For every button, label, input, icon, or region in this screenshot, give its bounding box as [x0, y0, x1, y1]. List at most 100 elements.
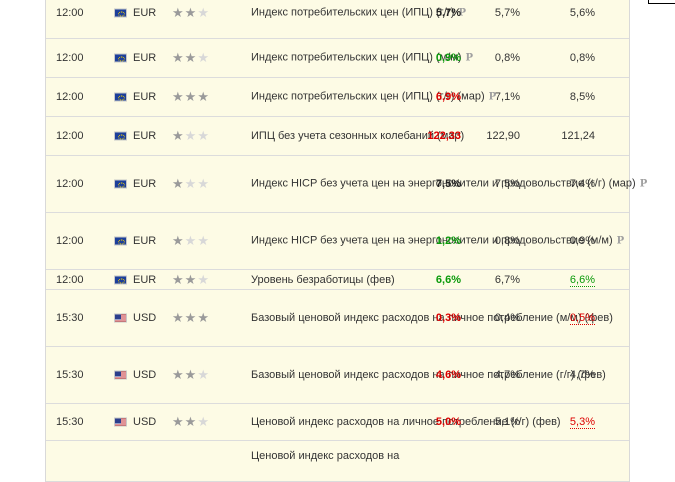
table-row[interactable]: 15:30 USD ★★★ Ценовой индекс расходов на ли…	[46, 404, 629, 441]
star-icon: ★	[184, 50, 198, 65]
event-name[interactable]: Индекс потребительских цен (ИПЦ) (м/м) P	[251, 49, 473, 68]
star-icon: ★	[197, 89, 210, 104]
star-icon: ★	[184, 128, 198, 143]
previous-value-text[interactable]: 5,3%	[569, 416, 595, 429]
table-row[interactable]: 12:00 EUR ★★★ Индекс потребительских цен (И…	[46, 0, 629, 39]
star-icon: ★	[197, 310, 210, 325]
preliminary-icon[interactable]: P	[639, 178, 648, 190]
actual-value: 6,6%	[435, 273, 461, 286]
event-time: 12:00	[56, 7, 84, 19]
event-name-text[interactable]: Базовый ценовой индекс расходов на лично…	[251, 369, 606, 381]
star-icon: ★	[197, 176, 210, 191]
importance-stars: ★★★	[172, 414, 210, 430]
importance-stars: ★★★	[172, 50, 210, 66]
importance-stars: ★★★	[172, 272, 210, 288]
currency-code: EUR	[133, 273, 157, 286]
eu-flag-icon	[114, 275, 127, 284]
preliminary-icon[interactable]: P	[458, 7, 466, 19]
economic-calendar-table: 12:00 EUR ★★★ Индекс потребительских цен (И…	[45, 0, 647, 482]
star-icon: ★	[184, 89, 198, 104]
event-name[interactable]: ИПЦ без учета сезонных колебаний (мар)	[251, 127, 464, 145]
event-name[interactable]: Уровень безработицы (фев)	[251, 271, 416, 289]
actual-value: 0,3%	[435, 312, 461, 324]
previous-value-text[interactable]: 6,6%	[569, 273, 595, 287]
us-flag-icon	[114, 313, 127, 323]
star-icon: ★	[172, 310, 185, 325]
event-time: 12:00	[56, 52, 84, 64]
star-icon: ★	[197, 5, 210, 20]
actual-value: 1,2%	[435, 235, 461, 247]
star-icon: ★	[184, 310, 198, 325]
star-icon: ★	[197, 128, 210, 143]
importance-stars: ★★★	[172, 5, 210, 21]
event-name[interactable]: Индекс потребительских цен (ИПЦ) (г/г) (…	[251, 88, 496, 107]
star-icon: ★	[172, 50, 185, 65]
star-icon: ★	[184, 367, 198, 382]
currency-code: EUR	[133, 235, 157, 247]
event-name-text[interactable]: Индекс HICP без учета цен на энергоносит…	[251, 177, 636, 190]
previous-value: 4,7%	[531, 369, 595, 381]
star-icon: ★	[184, 414, 198, 429]
forecast-value: 7,5%	[494, 178, 520, 190]
event-name-text[interactable]: Индекс потребительских цен (ИПЦ) (г/г)	[251, 6, 455, 19]
table-row[interactable]: 12:00 EUR ★★★ Индекс потребительских цен (И…	[46, 78, 629, 117]
event-name[interactable]: Индекс потребительских цен (ИПЦ) (г/г) P	[251, 4, 466, 23]
table-row[interactable]: 12:00 EUR ★★★ Индекс HICP без учета цен на …	[46, 156, 647, 213]
event-name[interactable]: Индекс HICP без учета цен на энергоносит…	[251, 232, 624, 251]
previous-value: 0,9%	[531, 235, 595, 247]
actual-value: 5,7%	[435, 7, 461, 19]
event-name-text[interactable]: Индекс потребительских цен (ИПЦ) (г/г) (…	[251, 90, 485, 103]
currency-code: EUR	[133, 130, 157, 142]
event-name[interactable]: Базовый ценовой индекс расходов на лично…	[251, 309, 613, 327]
preliminary-icon[interactable]: P	[465, 52, 474, 64]
forecast-value: 5,1%	[494, 416, 520, 428]
table-row[interactable]: 12:00 EUR ★★★ Уровень безработицы (фев) 6,6%…	[46, 270, 629, 290]
forecast-value: 0,4%	[494, 312, 520, 324]
eu-flag-icon	[114, 92, 127, 102]
actual-value: 5,0%	[435, 416, 461, 428]
event-time: 12:00	[56, 178, 84, 190]
star-icon: ★	[172, 233, 185, 248]
star-icon: ★	[172, 271, 185, 287]
event-name-text[interactable]: Уровень безработицы (фев)	[251, 273, 395, 286]
preliminary-icon[interactable]: P	[488, 91, 497, 103]
event-name[interactable]: Базовый ценовой индекс расходов на лично…	[251, 366, 606, 384]
actual-value: 7,5%	[435, 178, 461, 190]
event-name[interactable]: Ценовой индекс расходов на	[251, 447, 416, 465]
star-icon: ★	[172, 176, 185, 191]
preliminary-icon[interactable]: P	[616, 235, 625, 247]
previous-value-text[interactable]: 0,5%	[569, 312, 595, 325]
importance-stars: ★★★	[172, 233, 210, 249]
event-name-text[interactable]: ИПЦ без учета сезонных колебаний (мар)	[251, 130, 465, 142]
table-row[interactable]: 15:30 USD ★★★ Базовый ценовой индекс расход…	[46, 290, 629, 347]
currency-code: USD	[133, 369, 157, 381]
event-name[interactable]: Индекс HICP без учета цен на энергоносит…	[251, 175, 647, 194]
forecast-value: 122,90	[486, 130, 520, 142]
currency-code: EUR	[133, 178, 157, 190]
eu-flag-icon	[114, 236, 127, 246]
previous-value: 7,4%	[531, 178, 595, 190]
star-icon: ★	[197, 233, 210, 248]
event-name[interactable]: Ценовой индекс расходов на личное потреб…	[251, 413, 561, 431]
currency-code: USD	[133, 312, 157, 324]
event-name-text[interactable]: Ценовой индекс расходов на личное потреб…	[251, 416, 561, 428]
star-icon: ★	[197, 271, 210, 287]
event-time: 12:00	[56, 273, 84, 286]
forecast-value: 4,7%	[494, 369, 520, 381]
eu-flag-icon	[114, 53, 127, 63]
event-time: 12:00	[56, 235, 84, 247]
event-name-text[interactable]: Базовый ценовой индекс расходов на лично…	[251, 312, 613, 324]
table-row[interactable]: 12:00 EUR ★★★ Индекс потребительских цен (И…	[46, 39, 629, 78]
event-name-text[interactable]: Индекс HICP без учета цен на энергоносит…	[251, 234, 613, 247]
table-row[interactable]: 12:00 EUR ★★★ ИПЦ без учета сезонных колеба…	[46, 117, 629, 156]
table-row[interactable]: 12:00 EUR ★★★ Индекс HICP без учета цен на …	[46, 213, 629, 270]
previous-value: 5,6%	[531, 7, 595, 19]
event-time: 15:30	[56, 369, 84, 381]
previous-value: 121,24	[531, 130, 595, 142]
actual-value: 6,9%	[435, 91, 461, 103]
event-name-text[interactable]: Ценовой индекс расходов на	[251, 450, 400, 462]
table-row[interactable]: 15:30 USD ★★★ Базовый ценовой индекс расход…	[46, 347, 629, 404]
event-name-text[interactable]: Индекс потребительских цен (ИПЦ) (м/м)	[251, 51, 462, 64]
star-icon: ★	[172, 89, 185, 104]
table-row[interactable]: Ценовой индекс расходов на	[46, 441, 629, 482]
